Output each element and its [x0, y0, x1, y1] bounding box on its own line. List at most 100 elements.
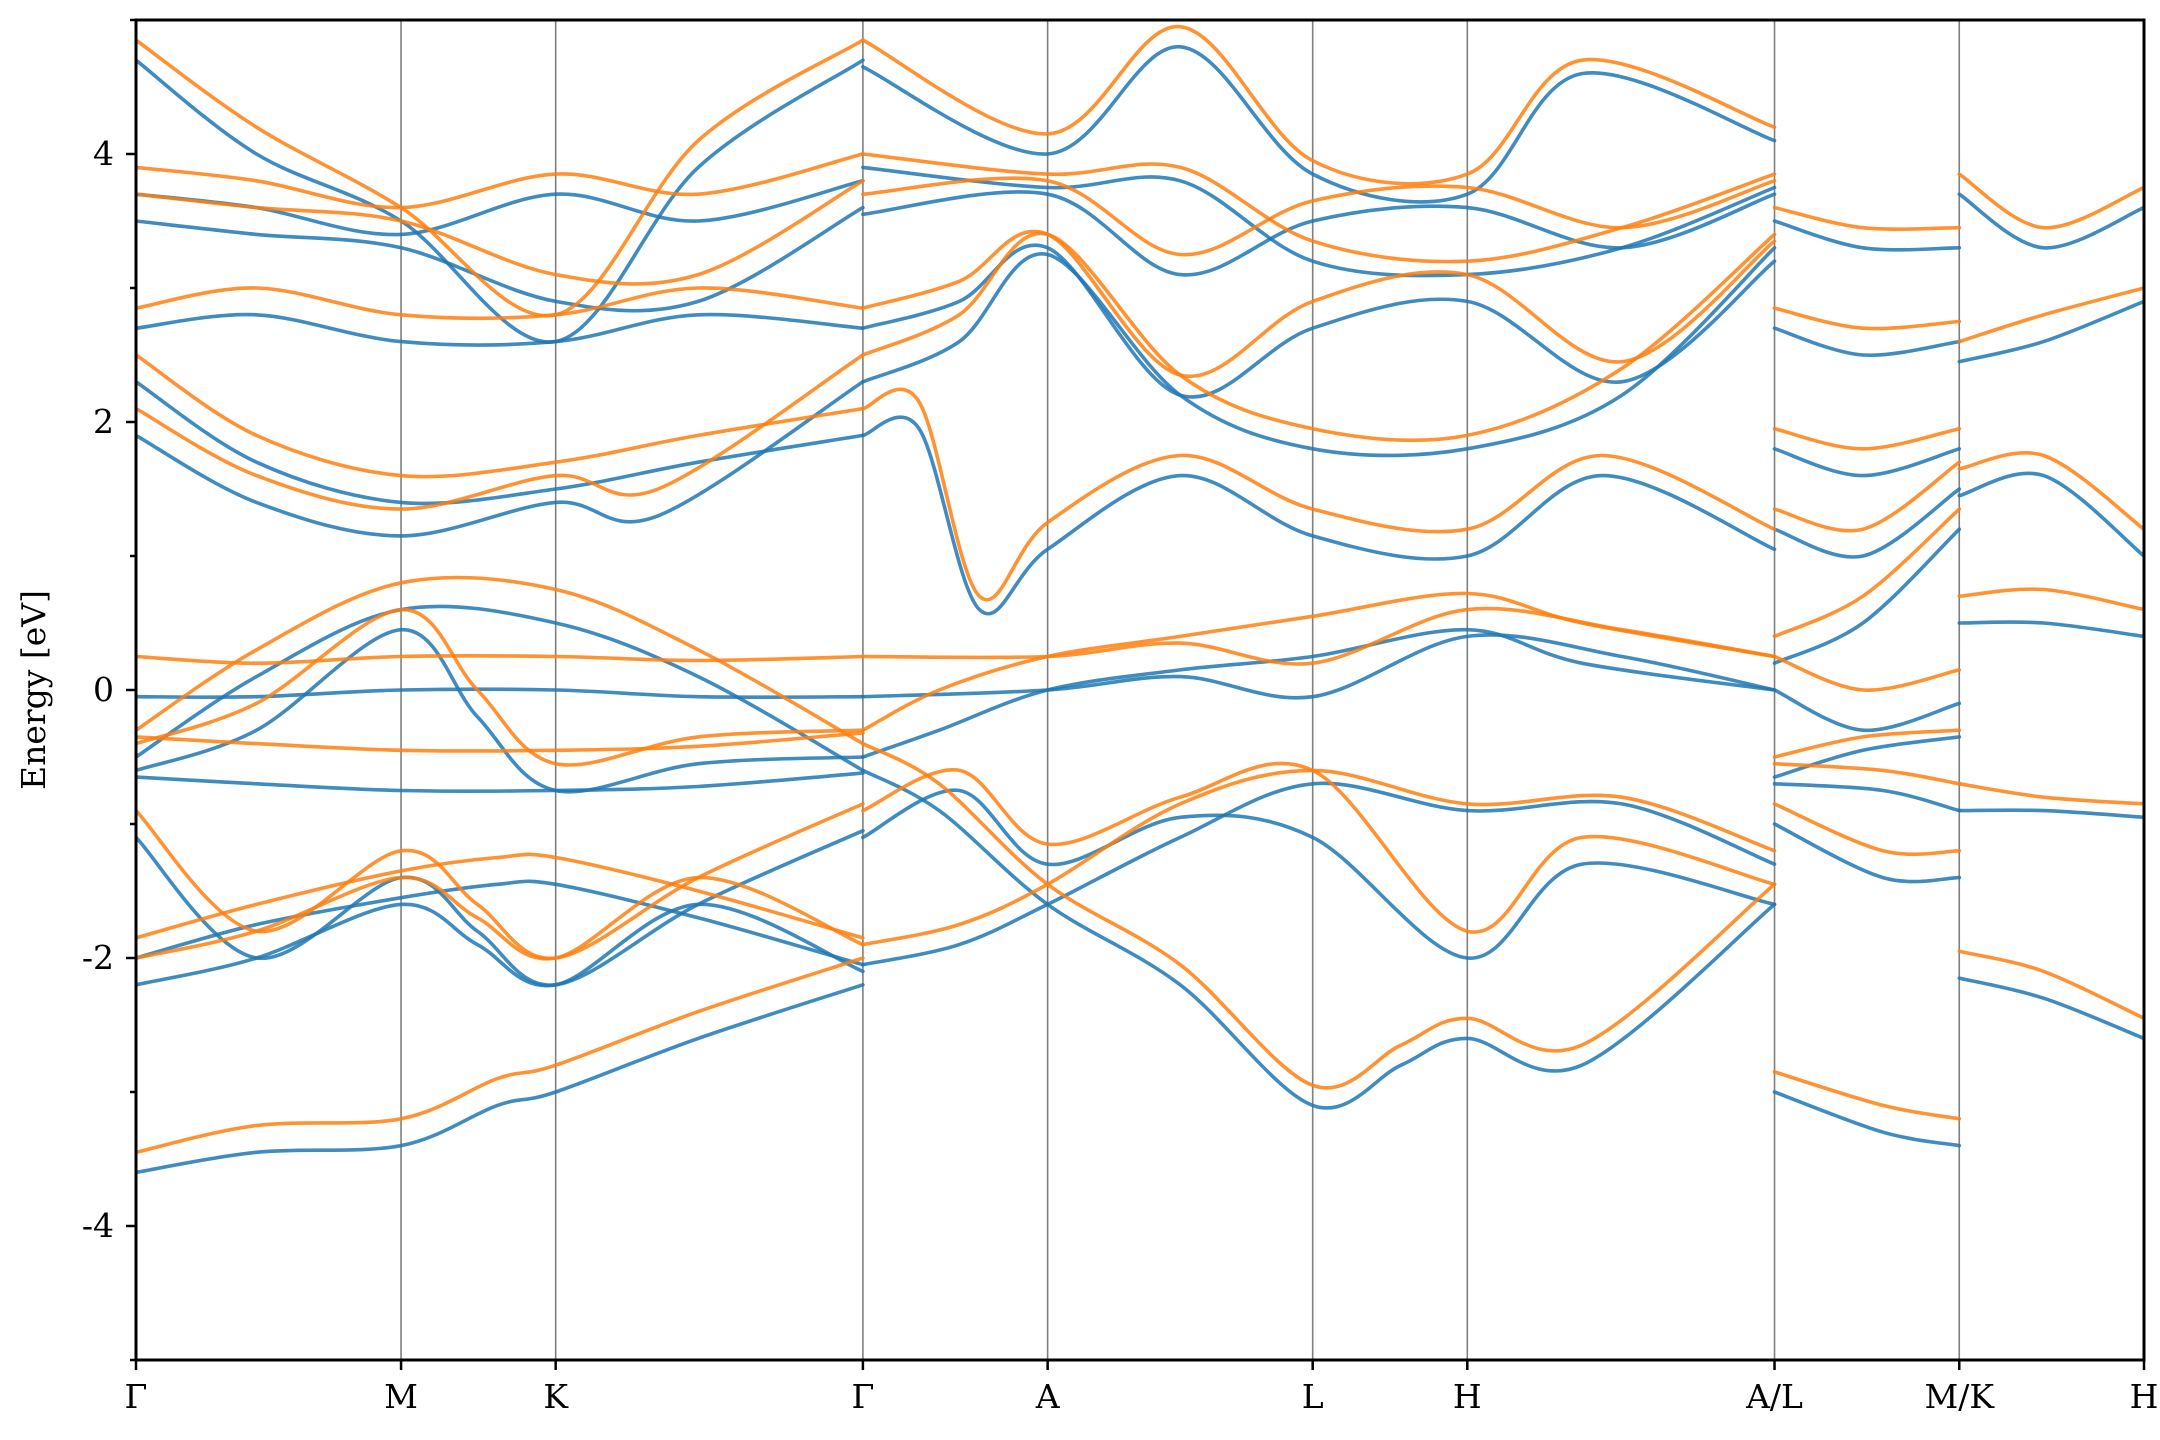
- kpoint-lines: [400, 20, 1961, 1360]
- band-line: [1957, 587, 2144, 612]
- band-line: [1772, 426, 1962, 451]
- band-line: [1772, 782, 1962, 813]
- band-line: [1772, 447, 1962, 478]
- x-tick-label: A/L: [1745, 1377, 1803, 1416]
- y-axis-label: Energy [eV]: [14, 590, 53, 790]
- band-line: [861, 152, 1777, 264]
- band-line: [1957, 286, 2144, 344]
- band-line: [136, 179, 865, 286]
- band-line: [861, 246, 1777, 458]
- band-line: [1772, 219, 1962, 252]
- band-line: [861, 633, 1777, 700]
- band-line: [1957, 172, 2144, 230]
- band-line: [861, 606, 1777, 666]
- band-line: [136, 604, 865, 773]
- band-line: [1772, 306, 1962, 331]
- band-line: [861, 165, 1777, 278]
- band-line: [136, 38, 865, 318]
- band-line: [136, 286, 865, 320]
- band-line: [1772, 822, 1962, 884]
- x-tick-label: A: [1035, 1377, 1061, 1416]
- bands: [136, 24, 2144, 1175]
- band-line: [136, 879, 865, 967]
- band-line: [861, 761, 1777, 934]
- band-line: [861, 781, 1777, 967]
- x-tick-label: Γ: [851, 1377, 874, 1416]
- band-line: [136, 902, 865, 988]
- band-line: [136, 58, 865, 344]
- band-line: [1957, 782, 2144, 806]
- band-line: [861, 44, 1777, 204]
- band-line: [136, 607, 865, 767]
- band-line: [1772, 205, 1962, 231]
- band-line: [136, 687, 865, 699]
- band-line: [136, 575, 865, 746]
- x-tick-label: H: [1453, 1377, 1482, 1416]
- band-line: [1957, 976, 2144, 1041]
- x-axis: Γ M K Γ A L H A/L M/K H: [125, 1360, 2159, 1416]
- band-line: [136, 353, 865, 511]
- band-line: [861, 627, 1777, 759]
- band-line: [861, 768, 1777, 947]
- band-line: [136, 353, 865, 479]
- y-tick-label: 4: [93, 134, 114, 173]
- band-line: [1772, 735, 1962, 779]
- band-line: [136, 852, 865, 940]
- band-line: [861, 231, 1777, 443]
- x-tick-label: Γ: [125, 1377, 148, 1416]
- band-line: [1957, 451, 2144, 531]
- band-line: [861, 788, 1777, 960]
- band-line: [861, 768, 1777, 1110]
- band-line: [1957, 471, 2144, 558]
- series-orange: [136, 24, 2144, 1155]
- y-tick-label: 2: [93, 402, 114, 441]
- band-line: [1957, 949, 2144, 1021]
- series-blue: [136, 44, 2144, 1175]
- y-tick-label: -4: [82, 1206, 114, 1245]
- y-axis: -4 -2 0 2 4: [82, 18, 136, 1362]
- band-line: [136, 828, 865, 987]
- band-line: [861, 243, 1777, 399]
- band-line: [1957, 299, 2144, 364]
- band-line: [1772, 802, 1962, 857]
- band-line: [1772, 761, 1962, 786]
- x-tick-label: K: [543, 1377, 569, 1416]
- band-line: [1772, 688, 1962, 733]
- band-line: [1772, 326, 1962, 358]
- band-line: [861, 24, 1777, 186]
- band-line: [1772, 1090, 1962, 1148]
- band-line: [136, 956, 865, 1155]
- y-tick-label: -2: [82, 938, 114, 977]
- band-line: [861, 387, 1777, 602]
- band-line: [861, 229, 1777, 379]
- band-line: [1772, 654, 1962, 692]
- band-line: [136, 380, 865, 538]
- band-line: [136, 380, 865, 506]
- band-line: [861, 415, 1777, 616]
- band-line: [1772, 460, 1962, 533]
- y-tick-label: 0: [93, 670, 114, 709]
- band-line: [136, 771, 865, 793]
- band-line: [136, 627, 865, 794]
- band-line: [1957, 808, 2144, 820]
- x-tick-label: L: [1302, 1377, 1324, 1416]
- x-tick-label: H: [2130, 1377, 2159, 1416]
- band-line: [136, 731, 865, 753]
- band-line: [136, 152, 865, 210]
- band-line: [136, 983, 865, 1175]
- x-tick-label: M/K: [1924, 1377, 1995, 1416]
- x-tick-label: M: [384, 1377, 418, 1416]
- band-line: [1772, 1070, 1962, 1121]
- band-line: [136, 802, 865, 960]
- band-line: [861, 741, 1777, 1090]
- band-line: [1957, 620, 2144, 639]
- band-line: [1772, 728, 1962, 759]
- band-line: [1772, 527, 1962, 665]
- band-line: [1772, 507, 1962, 639]
- band-line: [1957, 192, 2144, 250]
- band-line: [136, 654, 865, 665]
- band-line: [1772, 487, 1962, 559]
- band-line: [136, 312, 865, 347]
